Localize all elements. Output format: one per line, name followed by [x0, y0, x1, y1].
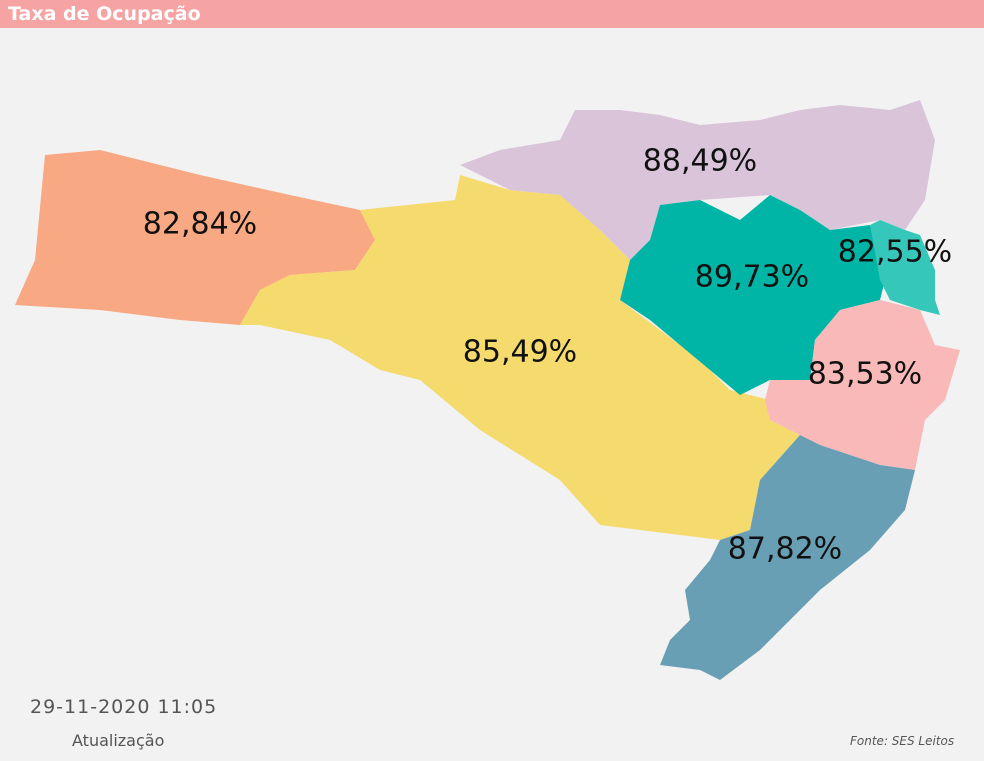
region-label: 88,49% [643, 144, 757, 179]
title: Taxa de Ocupação [8, 3, 201, 25]
region-label: 87,82% [728, 532, 842, 567]
region-label: 89,73% [695, 260, 809, 295]
timestamp-caption: Atualização [72, 731, 165, 750]
region-label: 82,55% [838, 235, 952, 270]
region [240, 175, 800, 540]
region [765, 300, 960, 470]
region-label: 83,53% [808, 357, 922, 392]
region-label: 85,49% [463, 335, 577, 370]
region [15, 150, 375, 325]
region [620, 195, 885, 395]
region [660, 435, 915, 680]
region [870, 220, 940, 315]
region [460, 100, 935, 260]
region-label: 82,84% [143, 207, 257, 242]
timestamp: 29-11-2020 11:05 [30, 696, 218, 718]
header: Taxa de Ocupação [0, 0, 984, 28]
source: Fonte: SES Leitos [850, 734, 955, 748]
